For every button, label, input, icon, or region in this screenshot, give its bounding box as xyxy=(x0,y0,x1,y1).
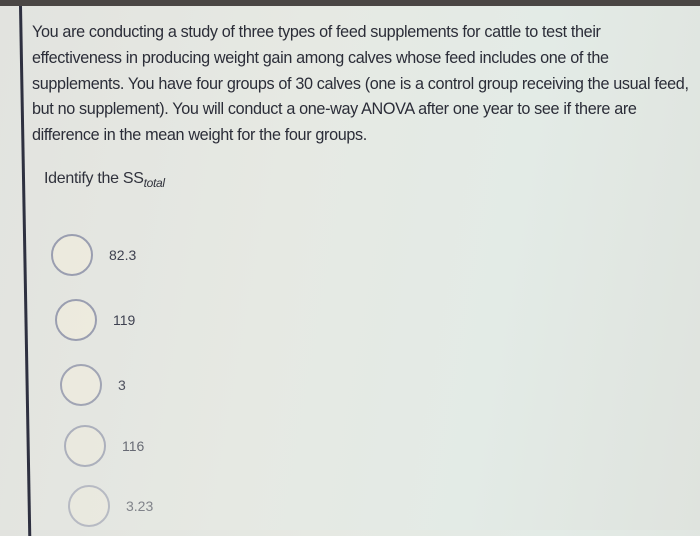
option-label: 82.3 xyxy=(109,247,137,263)
radio-button[interactable] xyxy=(51,234,93,276)
radio-button[interactable] xyxy=(64,425,106,467)
radio-button[interactable] xyxy=(68,485,110,527)
prompt-subscript: total xyxy=(143,176,165,190)
option-label: 116 xyxy=(122,438,145,454)
question-left-border xyxy=(19,6,32,536)
option-label: 119 xyxy=(113,312,136,328)
question-prompt: Identify the SStotal xyxy=(44,170,165,190)
radio-button[interactable] xyxy=(55,299,97,341)
answer-option[interactable]: 116 xyxy=(64,425,144,467)
prompt-text: Identify the SS xyxy=(44,170,144,187)
answer-option[interactable]: 3 xyxy=(60,364,126,406)
answer-option[interactable]: 82.3 xyxy=(51,234,136,276)
answer-option[interactable]: 119 xyxy=(55,299,135,341)
option-label: 3.23 xyxy=(126,498,154,514)
answer-option[interactable]: 3.23 xyxy=(68,485,153,527)
radio-button[interactable] xyxy=(60,364,102,406)
question-text: You are conducting a study of three type… xyxy=(32,23,689,145)
screen-top-edge xyxy=(0,0,700,6)
option-label: 3 xyxy=(118,377,126,393)
